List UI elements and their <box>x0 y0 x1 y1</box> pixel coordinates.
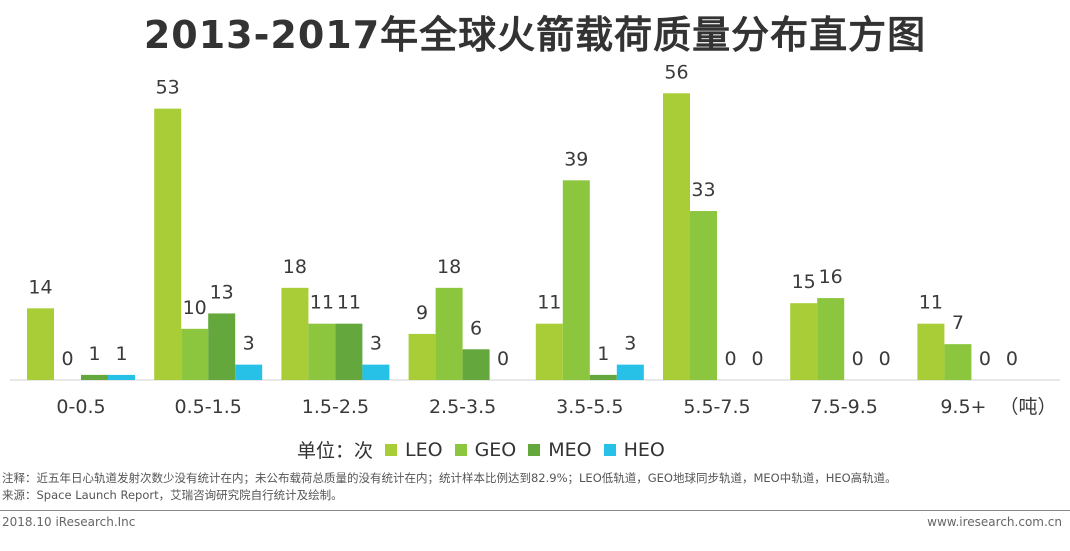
data-label-leo-0: 14 <box>28 276 52 298</box>
data-label-leo-5: 56 <box>664 61 688 83</box>
legend: 单位：次 LEO GEO MEO HEO <box>297 436 665 463</box>
x-tick-label: 9.5+ <box>940 396 986 418</box>
chart-title: 2013-2017年全球火箭载荷质量分布直方图 <box>143 13 927 57</box>
legend-swatch <box>454 443 467 456</box>
x-unit-label: （吨） <box>999 396 1056 418</box>
data-label-geo-3: 18 <box>437 256 461 278</box>
footer-url: www.iresearch.com.cn <box>927 515 1062 529</box>
bar-leo-2 <box>281 287 309 380</box>
notes: 注释：近五年日心轨道发射次数少没有统计在内；未公布载荷总质量的没有统计在内；统计… <box>2 470 897 504</box>
note-line: 注释：近五年日心轨道发射次数少没有统计在内；未公布载荷总质量的没有统计在内；统计… <box>2 471 897 485</box>
data-label-geo-7: 7 <box>952 312 964 334</box>
legend-swatch <box>603 443 616 456</box>
data-label-heo-7: 0 <box>1006 348 1018 370</box>
x-tick-label: 1.5-2.5 <box>302 396 369 418</box>
data-label-leo-7: 11 <box>919 292 943 314</box>
bar-leo-5 <box>663 93 690 380</box>
bar-meo-2 <box>335 323 363 380</box>
data-label-geo-2: 11 <box>310 292 334 314</box>
data-label-heo-0: 1 <box>115 343 127 365</box>
bar-heo-4 <box>616 364 644 380</box>
bar-heo-2 <box>362 364 390 380</box>
bar-meo-4 <box>589 374 617 380</box>
data-label-meo-2: 11 <box>337 292 361 314</box>
data-label-heo-1: 3 <box>243 333 255 355</box>
bar-leo-6 <box>790 303 818 380</box>
source-line: 来源：Space Launch Report，艾瑞咨询研究院自行统计及绘制。 <box>2 488 343 502</box>
data-label-leo-1: 53 <box>156 77 180 99</box>
data-label-heo-2: 3 <box>370 333 382 355</box>
bar-leo-1 <box>154 108 182 380</box>
data-label-meo-3: 6 <box>470 317 482 339</box>
bar-heo-0 <box>108 374 135 380</box>
bar-geo-1 <box>181 328 209 380</box>
legend-swatch <box>385 443 398 456</box>
bar-leo-7 <box>917 323 945 380</box>
legend-label: GEO <box>474 438 517 461</box>
legend-item-geo: GEO <box>454 438 517 461</box>
data-label-leo-6: 15 <box>792 271 816 293</box>
bar-leo-4 <box>535 323 563 380</box>
data-label-leo-4: 11 <box>537 292 561 314</box>
data-label-meo-1: 13 <box>210 281 234 303</box>
data-label-leo-2: 18 <box>283 256 307 278</box>
legend-unit: 单位：次 <box>297 440 374 462</box>
data-label-geo-5: 33 <box>691 179 715 201</box>
footer-divider <box>0 510 1070 511</box>
bar-leo-0 <box>27 308 54 380</box>
legend-item-heo: HEO <box>603 438 665 461</box>
bar-geo-6 <box>817 298 845 380</box>
x-tick-label: 3.5-5.5 <box>556 396 623 418</box>
legend-item-leo: LEO <box>385 439 443 461</box>
data-label-heo-5: 0 <box>751 348 763 370</box>
x-tick-label: 5.5-7.5 <box>683 396 750 418</box>
data-label-heo-3: 0 <box>497 348 509 370</box>
x-tick-label: 0.5-1.5 <box>175 396 242 418</box>
x-tick-label: 2.5-3.5 <box>429 396 496 418</box>
bar-meo-1 <box>208 313 236 380</box>
bar-geo-5 <box>690 211 717 380</box>
data-label-geo-4: 39 <box>564 148 588 170</box>
footer-copyright: 2018.10 iResearch.Inc <box>2 515 136 529</box>
legend-label: MEO <box>548 438 592 461</box>
data-label-leo-3: 9 <box>416 302 428 324</box>
data-label-heo-4: 3 <box>624 333 636 355</box>
bar-geo-3 <box>435 287 463 380</box>
legend-label: HEO <box>623 438 665 461</box>
data-label-heo-6: 0 <box>879 348 891 370</box>
bar-meo-0 <box>81 374 108 380</box>
data-label-geo-6: 16 <box>819 266 843 288</box>
bar-geo-7 <box>944 344 972 380</box>
bar-heo-1 <box>235 364 263 380</box>
legend-label: LEO <box>405 438 443 461</box>
data-label-geo-0: 0 <box>61 348 73 370</box>
x-tick-label: 7.5-9.5 <box>811 396 878 418</box>
data-label-meo-0: 1 <box>88 343 100 365</box>
bar-leo-3 <box>408 333 436 380</box>
legend-item-meo: MEO <box>528 438 592 461</box>
data-label-meo-5: 0 <box>724 348 736 370</box>
bar-geo-4 <box>562 180 590 380</box>
x-tick-label: 0-0.5 <box>56 396 105 418</box>
data-label-meo-7: 0 <box>979 348 991 370</box>
data-label-meo-4: 1 <box>597 343 609 365</box>
bar-meo-3 <box>462 349 490 380</box>
data-label-geo-1: 10 <box>183 297 207 319</box>
legend-swatch <box>528 443 541 456</box>
bar-geo-2 <box>308 323 336 380</box>
data-label-meo-6: 0 <box>852 348 864 370</box>
